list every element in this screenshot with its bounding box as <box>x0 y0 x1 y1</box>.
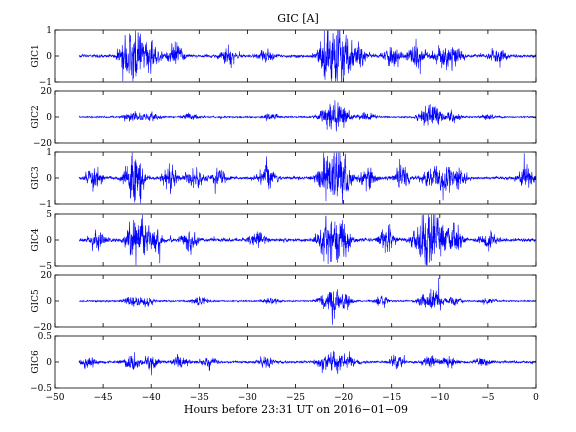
y-tick-label: 1 <box>46 26 52 36</box>
x-axis: −50 −45 −40 −35 −30 −25 −20 −15 −10 −5 0 <box>46 393 540 403</box>
x-tick-label: −45 <box>94 393 113 403</box>
y-axis-label: GIC4 <box>31 228 41 252</box>
y-axis-label: GIC1 <box>31 44 41 67</box>
x-tick-label: −20 <box>334 393 353 403</box>
x-tick-label: 0 <box>533 393 539 403</box>
panels-group: −101GIC1−20020GIC2−101GIC3−505GIC4−20020… <box>30 26 537 394</box>
series-line-gic3 <box>78 152 537 204</box>
series-line-gic5 <box>78 277 537 325</box>
y-tick-label: 0.5 <box>38 332 53 342</box>
y-tick-label: −20 <box>33 139 52 149</box>
x-tick-label: −10 <box>430 393 449 403</box>
y-tick-label: −20 <box>33 323 52 333</box>
y-axis-label: GIC2 <box>31 105 41 128</box>
x-tick-label: −30 <box>238 393 257 403</box>
y-tick-label: −1 <box>39 200 52 210</box>
series-line-gic4 <box>78 214 537 266</box>
y-tick-label: 20 <box>41 271 53 281</box>
series-line-gic1 <box>78 30 537 82</box>
y-axis-label: GIC5 <box>31 289 41 313</box>
x-tick-label: −25 <box>286 393 305 403</box>
panel-gic4: −5 0 5 GIC4 <box>31 210 537 272</box>
y-tick-label: 0 <box>46 113 52 123</box>
panel-gic3: −1 0 1 GIC3 <box>31 148 537 210</box>
x-tick-label: −5 <box>481 393 495 403</box>
y-axis-label: GIC6 <box>31 350 41 374</box>
y-tick-label: 1 <box>46 148 52 158</box>
x-tick-label: −15 <box>382 393 401 403</box>
y-tick-label: 0 <box>46 174 52 184</box>
series-line-gic2 <box>78 100 537 132</box>
y-axis-label: GIC3 <box>31 166 41 190</box>
y-tick-label: 0 <box>46 358 52 368</box>
series-line-gic6 <box>78 350 537 376</box>
panel-gic6: −0.5 0 0.5 GIC6 <box>30 332 537 394</box>
x-tick-label: −40 <box>142 393 161 403</box>
y-tick-label: 0 <box>46 297 52 307</box>
x-tick-label: −50 <box>46 393 65 403</box>
y-tick-label: −0.5 <box>30 384 52 394</box>
y-tick-label: −1 <box>39 78 52 88</box>
x-tick-label: −35 <box>190 393 209 403</box>
y-tick-label: 20 <box>41 87 53 97</box>
y-tick-label: −5 <box>39 262 53 272</box>
y-tick-label: 0 <box>46 236 52 246</box>
chart-title: GIC [A] <box>277 12 319 25</box>
panel-gic1: −1 0 1 GIC1 <box>31 26 537 88</box>
x-axis-label: Hours before 23:31 UT on 2016−01−09 <box>184 403 408 416</box>
y-tick-label: 5 <box>46 210 52 220</box>
y-tick-label: 0 <box>46 52 52 62</box>
